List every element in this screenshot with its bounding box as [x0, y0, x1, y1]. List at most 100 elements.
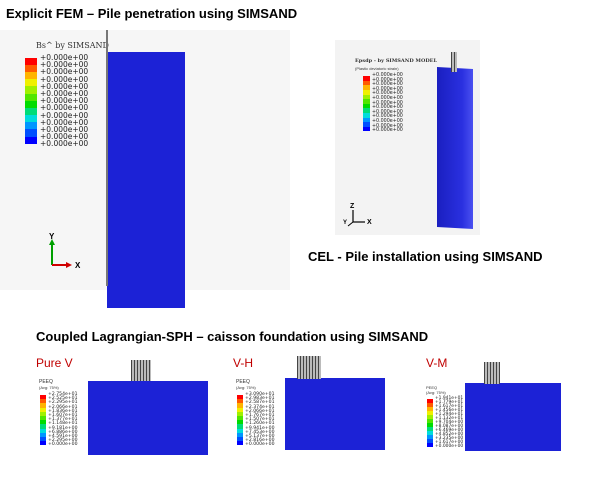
cel-panel: Epsdp - by SIMSAND MODEL (Plastic deviat…	[335, 40, 480, 235]
cel-axis-triad: Z Y X	[343, 203, 372, 227]
legend-swatch	[237, 424, 243, 429]
legend-swatch	[25, 57, 37, 65]
sph-legend-title-0: PEEQ	[39, 379, 53, 385]
legend-swatch	[427, 403, 433, 407]
legend-swatch	[25, 129, 37, 137]
legend-swatch	[25, 71, 37, 80]
legend-swatch	[427, 439, 433, 443]
legend-value: +1.617e+01	[435, 404, 464, 409]
legend-swatch	[237, 432, 243, 437]
legend-value: +1.607e+01	[48, 412, 78, 418]
legend-swatch	[237, 395, 243, 400]
legend-value: +0.000e+00	[40, 81, 89, 91]
legend-swatch	[25, 136, 37, 144]
legend-value: +2.295e+01	[48, 400, 78, 406]
cel-axis-x-label: X	[367, 219, 372, 226]
legend-swatch	[363, 108, 370, 114]
legend-swatch	[363, 76, 370, 81]
legend-swatch	[363, 126, 370, 132]
legend-swatch	[25, 86, 37, 94]
legend-value: +0.000e+00	[40, 124, 89, 134]
legend-value: +0.000e+00	[245, 442, 275, 448]
legend-value: +0.000e+00	[372, 100, 403, 106]
legend-swatch	[363, 117, 370, 123]
legend-value: +2.525e+01	[48, 396, 78, 402]
legend-value: +0.000e+00	[40, 96, 89, 106]
legend-swatch	[427, 423, 433, 427]
fem-legend-title: Bs^ by SIMSAND	[36, 41, 109, 50]
fem-axis-y-label: Y	[49, 232, 55, 241]
legend-value: +0.000e+00	[40, 67, 89, 77]
sph-legend-title-1: PEEQ	[236, 379, 250, 385]
legend-swatch	[363, 85, 370, 91]
legend-swatch	[363, 103, 370, 109]
legend-value: +0.000e+00	[40, 60, 89, 70]
legend-swatch	[427, 419, 433, 423]
legend-value: +0.000e+00	[40, 74, 89, 84]
legend-swatch	[25, 79, 37, 87]
legend-value: +3.090e+01	[245, 392, 275, 397]
legend-value: +1.617e+00	[435, 440, 464, 445]
explicit-fem-heading: Explicit FEM – Pile penetration using SI…	[6, 6, 298, 21]
legend-swatch	[363, 94, 370, 100]
legend-value: +0.000e+00	[372, 86, 403, 92]
legend-swatch	[237, 411, 243, 417]
legend-swatch	[40, 436, 46, 442]
legend-swatch	[237, 416, 243, 421]
legend-value: +9.181e+00	[48, 425, 78, 431]
legend-value: +0.000e+00	[40, 103, 89, 113]
legend-swatch	[40, 420, 46, 425]
legend-swatch	[237, 420, 243, 425]
legend-value: +0.000e+00	[40, 139, 89, 149]
legend-swatch	[427, 399, 433, 403]
legend-value: +6.469e+00	[435, 428, 464, 433]
sph-legend-title-2: PEEQ	[426, 385, 438, 390]
legend-value: +1.507e+01	[245, 417, 275, 423]
legend-value: +4.591e+00	[48, 433, 78, 439]
cel-legend-title: Epsdp - by SIMSAND MODEL	[355, 58, 437, 64]
legend-swatch	[427, 427, 433, 431]
legend-value: +2.066e+01	[245, 408, 275, 414]
cel-soil-block	[437, 67, 473, 229]
legend-value: +5.137e+00	[245, 433, 275, 439]
legend-value: +2.983e+01	[245, 396, 275, 402]
sph-caisson-0	[131, 360, 151, 381]
legend-swatch	[25, 93, 37, 101]
legend-value: +0.000e+00	[372, 128, 403, 134]
legend-value: +0.000e+00	[40, 110, 89, 120]
legend-value: +0.000e+00	[372, 91, 403, 97]
legend-swatch	[237, 436, 243, 442]
legend-value: +0.000e+00	[372, 105, 403, 111]
legend-swatch	[237, 428, 243, 433]
legend-value: +1.779e+01	[435, 400, 464, 405]
cel-legend-subtitle: (Plastic deviatoric strain)	[355, 66, 399, 71]
sph-legend-subtitle-2: (Avg: 75%)	[426, 390, 446, 395]
legend-swatch	[237, 403, 243, 408]
legend-value: +0.000e+00	[40, 117, 89, 127]
legend-value: +0.000e+00	[372, 118, 403, 124]
legend-value: +8.087e+00	[435, 424, 464, 429]
legend-swatch	[40, 407, 46, 412]
sph-caisson-2	[484, 362, 500, 384]
legend-value: +0.000e+00	[435, 444, 464, 449]
legend-value: +0.000e+00	[40, 88, 89, 98]
legend-swatch	[40, 395, 46, 400]
legend-value: +4.852e+00	[435, 432, 464, 437]
legend-value: +0.000e+00	[372, 123, 403, 129]
sph-label-v-m: V-M	[426, 356, 448, 370]
legend-swatch	[237, 407, 243, 412]
legend-value: +2.295e+00	[48, 438, 78, 444]
legend-swatch	[40, 428, 46, 433]
legend-value: +1.294e+01	[435, 412, 464, 417]
legend-value: +9.941e+00	[245, 425, 275, 431]
sph-legend-subtitle-1: (Avg: 75%)	[236, 385, 256, 390]
legend-value: +1.941e+01	[435, 396, 464, 401]
legend-value: +1.836e+01	[48, 408, 78, 414]
legend-swatch	[40, 403, 46, 408]
legend-swatch	[40, 411, 46, 417]
legend-value: +7.453e+00	[245, 429, 275, 435]
legend-swatch	[427, 435, 433, 439]
legend-swatch	[25, 107, 37, 116]
legend-value: +2.754e+01	[48, 392, 78, 397]
legend-value: +1.148e+01	[48, 421, 78, 427]
